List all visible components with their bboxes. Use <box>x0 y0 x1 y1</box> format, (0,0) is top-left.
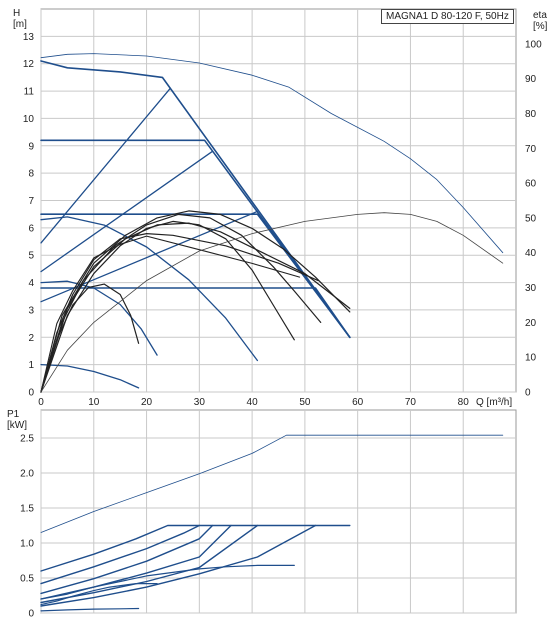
efficiency-curve <box>40 53 504 254</box>
efficiency-tick-label: 70 <box>525 144 537 155</box>
head-tick-labels: 0 10 20 30 40 50 60 70 8001234567891011121301020… <box>23 32 542 408</box>
head-tick-label: 12 <box>23 59 35 70</box>
power-curve <box>40 524 201 585</box>
efficiency-axis-title: eta [%] <box>533 10 547 32</box>
power-curve <box>40 524 232 600</box>
efficiency-tick-label: 0 <box>525 388 531 399</box>
x-tick-label: 70 <box>405 397 417 408</box>
head-tick-label: 5 <box>28 251 34 262</box>
efficiency-tick-label: 60 <box>525 179 537 190</box>
power-tick-label: 1.5 <box>20 504 34 515</box>
power-curves <box>40 434 504 612</box>
efficiency-curve <box>40 210 351 393</box>
head-tick-label: 0 <box>28 388 34 399</box>
head-efficiency-panel: 0 10 20 30 40 50 60 70 8001234567891011121301020… <box>23 8 542 408</box>
power-plot-area <box>40 409 517 614</box>
head-tick-label: 2 <box>28 333 34 344</box>
head-tick-label: 3 <box>28 305 34 316</box>
head-curve <box>40 60 351 339</box>
power-panel: 0 0.5 1.0 1.5 2.0 2.5 <box>20 409 517 620</box>
chart-title: MAGNA1 D 80-120 F, 50Hz <box>381 9 514 24</box>
head-curves <box>40 53 504 393</box>
head-tick-label: 8 <box>28 169 34 180</box>
head-curve <box>40 235 301 393</box>
x-tick-label: 50 <box>299 397 311 408</box>
power-axis-symbol: P1 <box>7 409 20 420</box>
head-gridlines <box>40 9 516 393</box>
power-gridlines <box>40 410 516 614</box>
power-axis-unit: [kW] <box>7 420 27 431</box>
head-curve <box>40 280 158 356</box>
head-tick-label: 7 <box>28 196 34 207</box>
efficiency-curve <box>40 212 504 393</box>
efficiency-axis-unit: [%] <box>533 21 548 32</box>
efficiency-axis-symbol: eta <box>533 10 547 21</box>
power-curve <box>40 582 158 606</box>
head-tick-label: 4 <box>28 278 34 289</box>
head-tick-label: 11 <box>24 87 35 98</box>
efficiency-curve <box>40 220 295 393</box>
efficiency-tick-label: 100 <box>525 39 542 50</box>
head-axis-symbol: H <box>13 8 21 19</box>
x-tick-label: 0 <box>38 397 44 408</box>
head-tick-label: 6 <box>28 223 34 234</box>
head-curve <box>40 363 140 389</box>
flow-axis-title: Q [m³/h] <box>476 397 513 408</box>
efficiency-curve <box>40 222 351 393</box>
efficiency-tick-label: 50 <box>525 213 537 224</box>
efficiency-curve <box>40 233 319 393</box>
head-axis-unit: [m] <box>13 19 27 30</box>
efficiency-tick-label: 80 <box>525 109 537 120</box>
power-tick-labels: 0 0.5 1.0 1.5 2.0 2.5 <box>20 434 34 620</box>
efficiency-tick-label: 10 <box>525 353 537 364</box>
head-curve <box>40 150 214 273</box>
power-tick-label: 2.0 <box>20 469 34 480</box>
efficiency-tick-label: 20 <box>525 318 537 329</box>
head-axis-title: H [m] <box>13 8 27 30</box>
x-tick-label: 30 <box>194 397 206 408</box>
power-curve <box>40 524 259 604</box>
power-tick-label: 1.0 <box>20 539 34 550</box>
power-curve <box>40 524 214 595</box>
head-curve <box>40 287 351 339</box>
power-curve <box>40 607 140 612</box>
power-curve <box>40 564 295 600</box>
x-tick-label: 80 <box>458 397 470 408</box>
power-axis-title: P1 [kW] <box>7 409 27 431</box>
power-tick-label: 0.5 <box>20 574 34 585</box>
power-curve <box>40 524 351 572</box>
efficiency-tick-label: 40 <box>525 248 537 259</box>
head-tick-label: 9 <box>28 141 34 152</box>
efficiency-tick-label: 30 <box>525 283 537 294</box>
power-curve <box>40 524 317 607</box>
head-tick-label: 13 <box>23 32 35 43</box>
power-tick-label: 0 <box>28 609 34 620</box>
x-tick-label: 10 <box>88 397 100 408</box>
x-tick-label: 60 <box>352 397 364 408</box>
head-tick-label: 1 <box>28 360 34 371</box>
head-curve <box>40 216 259 362</box>
power-curve <box>40 434 504 533</box>
efficiency-tick-label: 90 <box>525 74 537 85</box>
head-curve <box>40 213 351 339</box>
power-tick-label: 2.5 <box>20 434 34 445</box>
head-tick-label: 10 <box>23 114 35 125</box>
x-tick-label: 40 <box>247 397 259 408</box>
x-tick-label: 20 <box>141 397 153 408</box>
